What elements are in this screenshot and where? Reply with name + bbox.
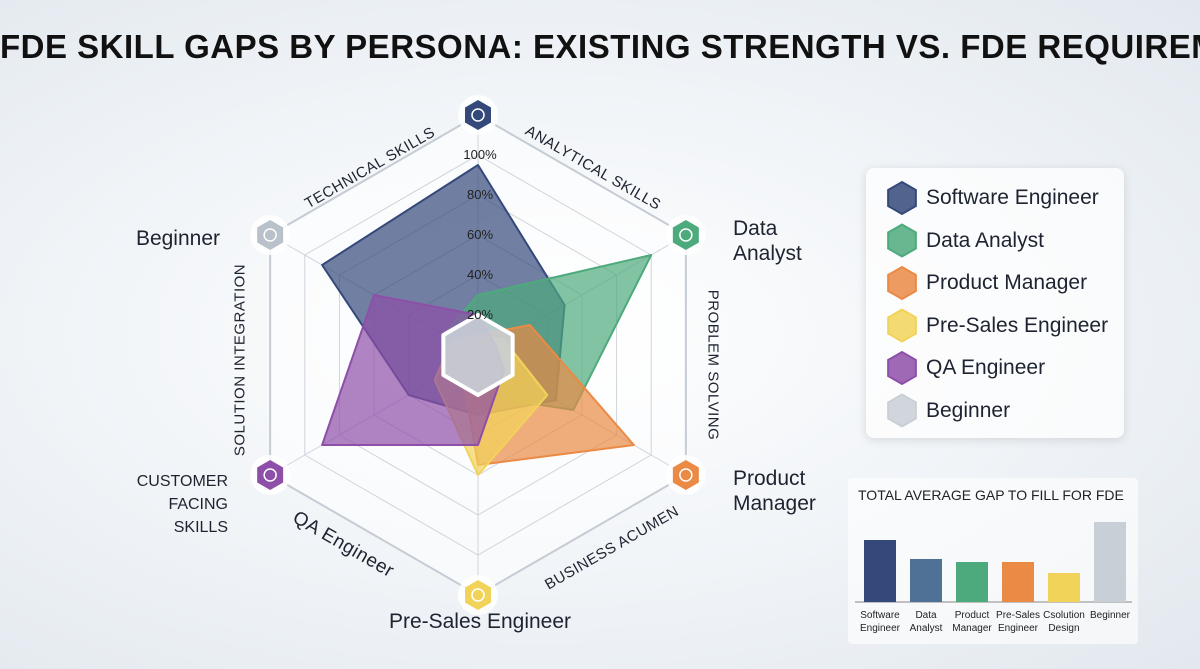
legend-swatch: [887, 350, 917, 386]
r-tick-label: 80%: [467, 187, 493, 202]
vertex-icon-glyph: [679, 228, 693, 242]
x-tick-label: Csolution Design: [1043, 610, 1085, 634]
r-tick-label: 60%: [467, 227, 493, 242]
legend-label: Beginner: [926, 398, 1011, 422]
vertex-icon-glyph: [679, 468, 693, 482]
r-tick-label: 40%: [467, 267, 493, 282]
vertex-icon: [465, 100, 491, 130]
legend-swatch: [887, 308, 917, 343]
legend-label: Pre-Sales Engineer: [926, 313, 1109, 337]
vertex-icon: [257, 460, 284, 490]
chart-title: FDE SKILL GAPS BY PERSONA: EXISTING STRE…: [0, 28, 1200, 65]
x-tick-label: Beginner: [1089, 610, 1131, 621]
vertex-icon: [672, 460, 699, 490]
legend-label: Data Analyst: [926, 228, 1044, 252]
vertex-label: CUSTOMER FACING SKILLS: [136, 473, 228, 536]
bar: [956, 562, 988, 602]
legend-swatch: [887, 180, 917, 216]
legend-swatch: [887, 265, 917, 301]
x-tick-label: Product Manager: [952, 610, 992, 634]
axis-label: SOLUTION INTEGRATION: [231, 263, 249, 457]
x-tick-label: Pre-Sales Engineer: [996, 610, 1040, 634]
x-tick-label: Software Engineer: [859, 610, 901, 634]
bar: [864, 540, 896, 602]
bar: [1002, 562, 1034, 602]
legend-label: Product Manager: [926, 271, 1088, 294]
vertex-icon: [257, 220, 284, 250]
r-tick-label: 100%: [463, 147, 497, 162]
bar: [1094, 522, 1126, 602]
series-area: [441, 313, 515, 397]
vertex-label: Data Analyst: [733, 217, 802, 265]
legend-swatch: [887, 223, 917, 258]
bar: [1048, 573, 1080, 602]
bar-panel: [848, 478, 1138, 644]
legend-box: [866, 168, 1124, 438]
vertex-icon-glyph: [263, 468, 277, 482]
legend-label: Software Engineer: [926, 186, 1099, 209]
vertex-icon: [672, 220, 699, 250]
vertex-icon-glyph: [471, 108, 485, 122]
axis-label: PROBLEM SOLVING: [704, 289, 722, 441]
legend-swatch: [887, 393, 917, 428]
r-tick-label: 20%: [467, 307, 493, 322]
vertex-label: Beginner: [135, 227, 220, 250]
vertex-icon-glyph: [263, 228, 277, 242]
vertex-icon-glyph: [471, 588, 485, 602]
vertex-icon: [465, 580, 491, 610]
bar: [910, 559, 942, 602]
vertex-label: Pre-Sales Engineer: [388, 610, 572, 633]
bar-title: TOTAL AVERAGE GAP TO FILL FOR FDE: [858, 487, 1124, 503]
x-tick-label: Data Analyst: [909, 610, 943, 634]
legend-label: QA Engineer: [926, 356, 1046, 379]
vertex-label: Product Manager: [733, 467, 816, 515]
